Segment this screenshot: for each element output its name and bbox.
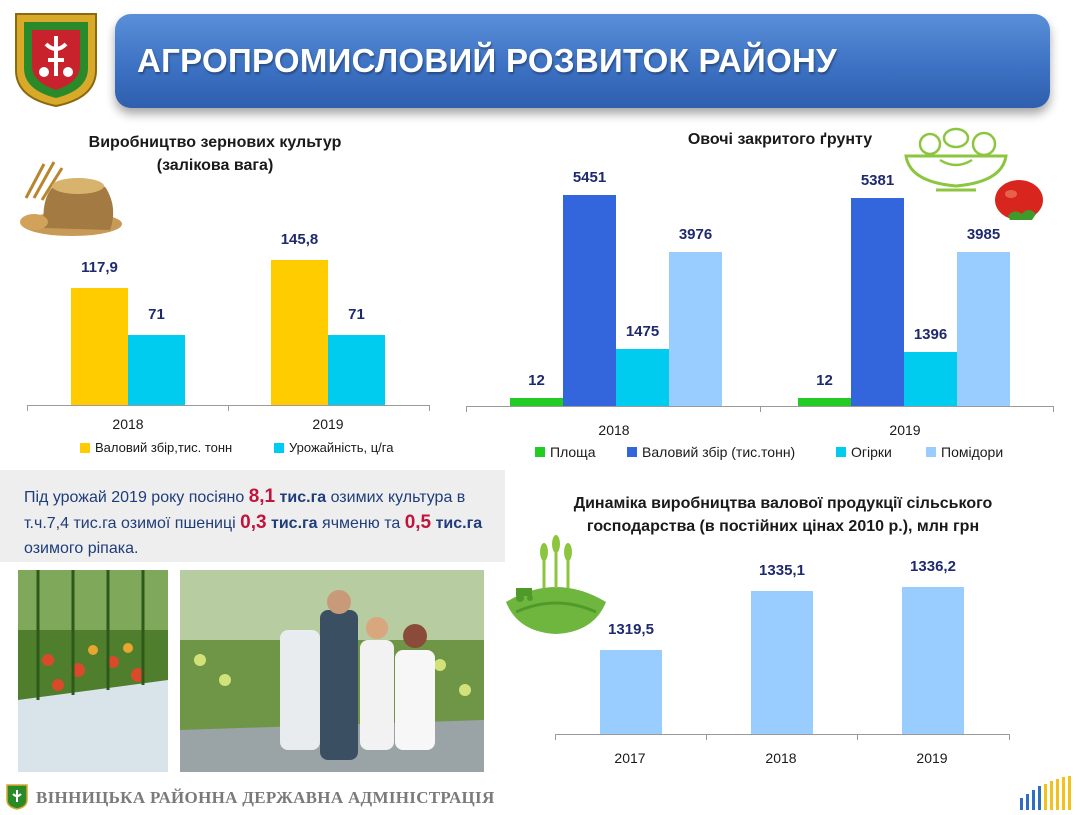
sowing-note-box — [0, 470, 505, 562]
veg-bar — [563, 195, 616, 406]
veg-data-label: 1475 — [625, 322, 660, 340]
dyn-x-tick-label: 2017 — [614, 750, 646, 766]
grain-data-label: 71 — [348, 305, 365, 323]
note-unit: тис.га — [275, 489, 327, 506]
grain-bar — [128, 334, 185, 405]
grain-data-label: 145,8 — [280, 231, 319, 249]
legend-label: Помідори — [941, 444, 1004, 460]
dyn-x-tick-label: 2018 — [765, 750, 797, 766]
grain-axis-tick — [429, 405, 430, 411]
veg-legend-item: Валовий збір (тис.тонн) — [627, 444, 795, 460]
dyn-bar — [751, 590, 813, 734]
veg-legend-item: Огірки — [836, 444, 892, 460]
grain-data-label: 71 — [148, 305, 165, 323]
note-highlight-value: 0,5 — [404, 512, 432, 533]
footer-emblem-icon — [6, 784, 28, 810]
grain-data-label: 117,9 — [81, 259, 118, 276]
veg-axis-tick — [760, 406, 761, 412]
grain-bar — [71, 288, 128, 405]
wheat-sack-image — [14, 158, 126, 238]
agriculture-field-icon — [498, 532, 614, 638]
veg-bar — [904, 351, 957, 406]
vegetables-chart-title: Овочі закритого ґрунту — [687, 131, 873, 148]
veg-bar — [798, 398, 851, 406]
legend-swatch — [535, 447, 545, 457]
dyn-data-label: 1319,5 — [608, 621, 654, 639]
note-text-part: ячменю та — [317, 515, 405, 532]
dyn-axis-tick — [555, 734, 556, 740]
page-title: АГРОПРОМИСЛОВИЙ РОЗВИТОК РАЙОНУ — [137, 42, 837, 79]
sowing-note-text: Під урожай 2019 року посіяно 8,1 тис.га … — [24, 484, 494, 561]
note-highlight-value: 0,3 — [240, 512, 267, 533]
dyn-axis-tick — [706, 734, 707, 740]
note-highlight-value: 8,1 — [248, 486, 276, 507]
greenhouse-tomatoes-photo — [18, 570, 168, 772]
grain-bar — [328, 334, 385, 405]
grain-axis-tick — [27, 405, 28, 411]
vegetables-bowl-icon — [900, 120, 1012, 192]
veg-axis-tick — [466, 406, 467, 412]
veg-legend-item: Площа — [535, 444, 595, 460]
grain-bar — [271, 260, 328, 405]
grain-chart-title-line1: Виробництво зернових культур — [88, 134, 342, 151]
note-text-part: Під урожай 2019 року посіяно — [24, 489, 249, 506]
grain-x-tick-label: 2018 — [112, 416, 144, 432]
veg-bar — [851, 197, 904, 406]
grain-axis-tick — [228, 405, 229, 411]
legend-swatch — [627, 447, 637, 457]
legend-label: Огірки — [851, 444, 892, 460]
veg-bar — [669, 252, 722, 406]
note-text-part: озимого ріпака. — [24, 540, 139, 557]
dyn-data-label: 1336,2 — [910, 557, 956, 575]
veg-legend-item: Помідори — [926, 444, 1003, 460]
note-text-part: озимих культура в т.ч.7,4 тис.га озимої … — [24, 489, 466, 532]
veg-axis-tick — [1053, 406, 1054, 412]
note-unit: тис.га — [431, 515, 483, 532]
legend-label: Валовий збір,тис. тонн — [95, 440, 233, 455]
veg-data-label: 3976 — [678, 226, 713, 244]
legend-swatch — [80, 442, 90, 453]
tomato-icon — [992, 170, 1046, 222]
veg-x-tick-label: 2019 — [889, 422, 921, 438]
legend-label: Валовий збір (тис.тонн) — [642, 444, 796, 460]
veg-data-label: 12 — [816, 372, 833, 389]
dynamics-chart-title: Динаміка виробництва валової продукції с… — [573, 495, 993, 535]
veg-data-label: 3985 — [966, 225, 1001, 243]
dyn-x-tick-label: 2019 — [916, 750, 948, 766]
veg-bar — [616, 348, 669, 406]
grain-legend-item: Валовий збір,тис. тонн — [80, 440, 232, 455]
dyn-bar — [902, 586, 964, 734]
veg-data-label: 12 — [528, 372, 545, 389]
legend-label: Урожайність, ц/га — [289, 440, 394, 455]
dyn-axis-tick — [857, 734, 858, 740]
dynamics-chart — [0, 0, 1, 1]
dyn-data-label: 1335,1 — [759, 561, 805, 579]
corner-stripes-logo — [1018, 776, 1078, 810]
veg-data-label: 5381 — [860, 171, 895, 189]
grain-legend-item: Урожайність, ц/га — [274, 440, 393, 455]
dyn-x-axis — [555, 734, 1010, 735]
legend-swatch — [274, 442, 284, 453]
grain-x-tick-label: 2019 — [312, 416, 344, 432]
legend-swatch — [836, 447, 846, 457]
veg-bar — [957, 251, 1010, 406]
veg-bar — [510, 398, 563, 406]
footer-org-name: ВІННИЦЬКА РАЙОННА ДЕРЖАВНА АДМІНІСТРАЦІЯ — [36, 788, 495, 807]
dyn-axis-tick — [1009, 734, 1010, 740]
greenhouse-visit-photo — [180, 570, 484, 772]
veg-data-label: 5451 — [572, 169, 607, 186]
district-emblem — [12, 10, 100, 108]
dyn-bar — [600, 650, 662, 734]
legend-swatch — [926, 447, 936, 457]
title-banner: АГРОПРОМИСЛОВИЙ РОЗВИТОК РАЙОНУ — [115, 14, 1050, 108]
veg-data-label: 1396 — [913, 325, 948, 343]
note-unit: тис.га — [266, 515, 318, 532]
legend-label: Площа — [550, 444, 596, 460]
grain-chart-subtitle: (залікова вага) — [156, 157, 274, 174]
grain-chart-title: Виробництво зернових культур (залікова в… — [40, 131, 390, 177]
veg-x-tick-label: 2018 — [598, 422, 630, 438]
